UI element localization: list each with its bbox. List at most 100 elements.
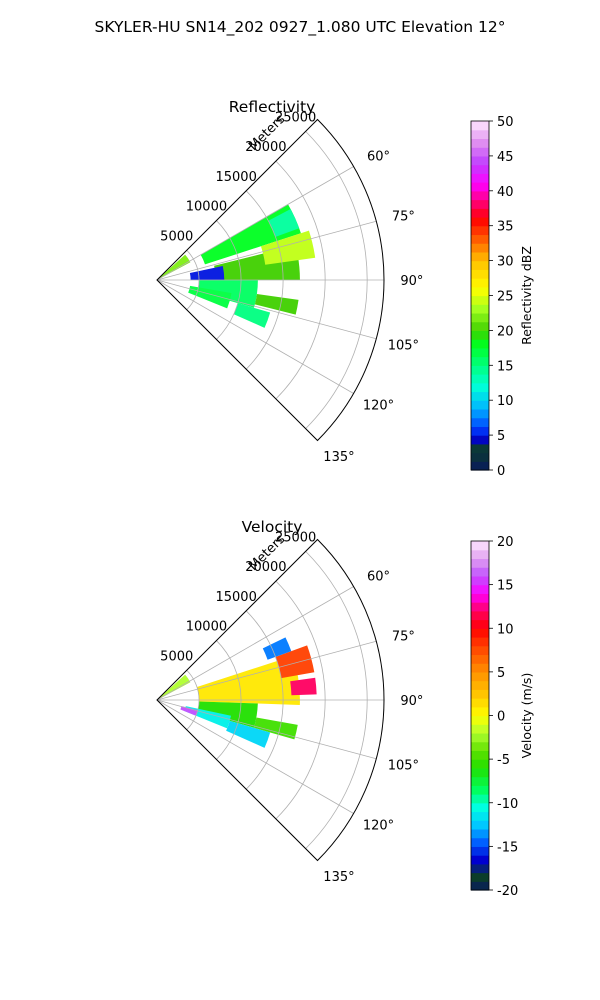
colorbar-segment [471,417,489,427]
angular-tick-label: 120° [363,818,394,833]
colorbar-segment [471,872,489,882]
colorbar-segment [471,820,489,830]
colorbar-tick-label: 0 [497,464,505,479]
colorbar-segment [471,558,489,568]
colorbar: 0 5 10 15 20 25 30 35 40 45 50 Reflectivity dBZ [470,115,534,479]
colorbar-segment [471,619,489,629]
angular-tick-label: 90° [400,274,423,289]
colorbar-segment [471,234,489,244]
colorbar-segment [471,339,489,349]
colorbar-segment [471,593,489,603]
colorbar-segment [471,304,489,314]
radial-tick-label: 20000 [245,140,286,155]
colorbar-segment [471,426,489,436]
radial-tick-label: 20000 [245,560,286,575]
colorbar-segment [471,408,489,419]
colorbar-segment [471,645,489,656]
colorbar-segment [471,173,489,183]
colorbar-segment [471,190,489,201]
colorbar-segment [471,461,489,471]
reflectivity-panel: Reflectivity500010000150002000025000Mete… [156,98,534,479]
echo-cell [260,230,316,265]
angular-tick-label: 135° [323,450,354,465]
colorbar-segment [471,251,489,262]
colorbar-segment [471,732,489,743]
colorbar-segment [471,567,489,577]
velocity-panel: Velocity500010000150002000025000Meters60… [156,518,534,899]
colorbar-segment [471,776,489,786]
colorbar-segment [471,155,489,166]
colorbar-segment [471,759,489,769]
colorbar-segment [471,698,489,708]
colorbar-segment [471,750,489,760]
colorbar-segment [471,881,489,891]
colorbar-segment [471,846,489,856]
radial-tick-label: 15000 [215,170,256,185]
echo-cell [290,677,317,696]
angular-tick-label: 105° [388,758,419,773]
colorbar-tick-label: 15 [497,579,514,594]
colorbar-tick-label: 35 [497,220,514,235]
radial-tick-label: 10000 [186,620,227,635]
colorbar-segment [471,199,489,209]
azimuth-gridline [156,699,354,814]
echo-cell [262,637,292,660]
angular-tick-label: 60° [367,570,390,585]
azimuth-gridline [156,640,377,701]
echo-cell [253,717,298,740]
echo-cell [226,720,271,748]
colorbar-segment [471,365,489,375]
panel-title: Reflectivity [229,98,316,116]
colorbar-segment [471,855,489,865]
colorbar-segment [471,286,489,297]
azimuth-gridline [156,279,354,394]
echo-cell [189,266,225,280]
angular-tick-label: 135° [323,870,354,885]
colorbar-segment [471,785,489,795]
colorbar-segment [471,610,489,621]
colorbar-label: Reflectivity dBZ [519,246,534,345]
azimuth-gridline [156,586,354,701]
colorbar-segment [471,374,489,384]
radial-tick-label: 15000 [215,590,256,605]
colorbar-segment [471,715,489,725]
colorbar-segment [471,837,489,847]
echo-cell [254,294,299,315]
panel-title: Velocity [242,518,303,536]
colorbar-segment [471,225,489,236]
colorbar-tick-label: 50 [497,115,514,130]
echo-layer [158,637,317,748]
angular-tick-label: 90° [400,694,423,709]
colorbar-segment [471,208,489,218]
angular-tick-label: 105° [388,338,419,353]
colorbar-segment [471,269,489,279]
colorbar-segment [471,216,489,227]
colorbar-segment [471,295,489,305]
colorbar-tick-label: -5 [497,753,510,768]
radial-tick-label: 25000 [275,110,316,125]
colorbar-segment [471,671,489,682]
colorbar-tick-label: 25 [497,290,514,305]
colorbar-segment [471,164,489,174]
echo-cell [158,674,191,699]
colorbar-segment [471,663,489,673]
echo-cell [268,208,300,237]
azimuth-gridline [156,699,377,760]
colorbar-segment [471,549,489,560]
colorbar-tick-label: 10 [497,394,514,409]
colorbar-tick-label: -10 [497,797,518,812]
colorbar-segment [471,321,489,331]
colorbar-tick-label: 45 [497,150,514,165]
angular-tick-label: 75° [392,210,415,225]
colorbar-label: Velocity (m/s) [519,673,534,759]
colorbar-segment [471,147,489,157]
radial-tick-label: 25000 [275,530,316,545]
colorbar-segment [471,654,489,664]
radial-tick-label: 5000 [160,229,193,244]
colorbar-segment [471,541,489,551]
sector-frame [156,538,385,862]
colorbar-segment [471,794,489,804]
echo-cell [158,254,191,279]
colorbar-segment [471,391,489,401]
sector-frame [156,118,385,442]
